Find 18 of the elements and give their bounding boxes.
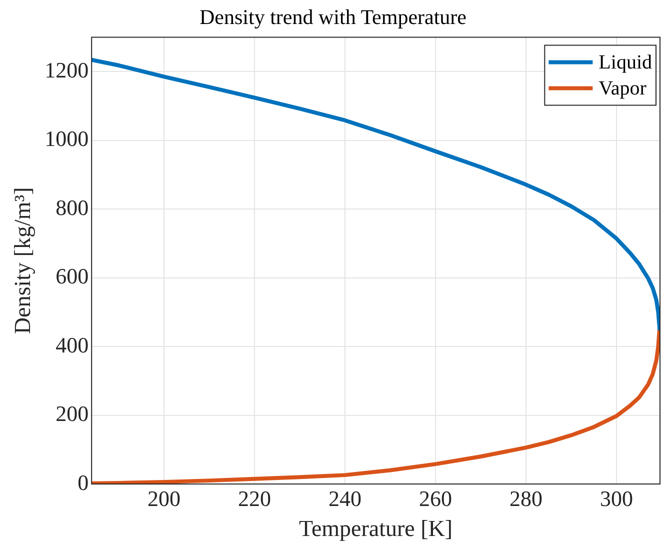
- y-tick-label: 800: [56, 194, 89, 220]
- x-tick-label: 280: [510, 486, 543, 511]
- y-tick-label: 1000: [44, 126, 89, 152]
- x-axis-title: Temperature [K]: [299, 516, 453, 542]
- y-tick-label: 400: [56, 332, 89, 358]
- legend-label: Vapor: [598, 77, 647, 100]
- y-tick-label: 0: [78, 470, 89, 495]
- y-tick-label: 200: [56, 401, 89, 426]
- x-tick-label: 300: [600, 486, 634, 511]
- legend-label: Liquid: [598, 51, 652, 74]
- y-tick-label: 1200: [44, 57, 89, 82]
- y-tick-label: 600: [56, 264, 89, 289]
- x-tick-label: 200: [148, 486, 181, 511]
- x-tick-label: 240: [328, 486, 362, 511]
- chart-title: Density trend with Temperature: [200, 5, 466, 30]
- x-tick-label: 220: [238, 486, 272, 511]
- x-tick-label: 260: [419, 486, 452, 511]
- y-axis-title: Density [kg/m³]: [10, 187, 35, 334]
